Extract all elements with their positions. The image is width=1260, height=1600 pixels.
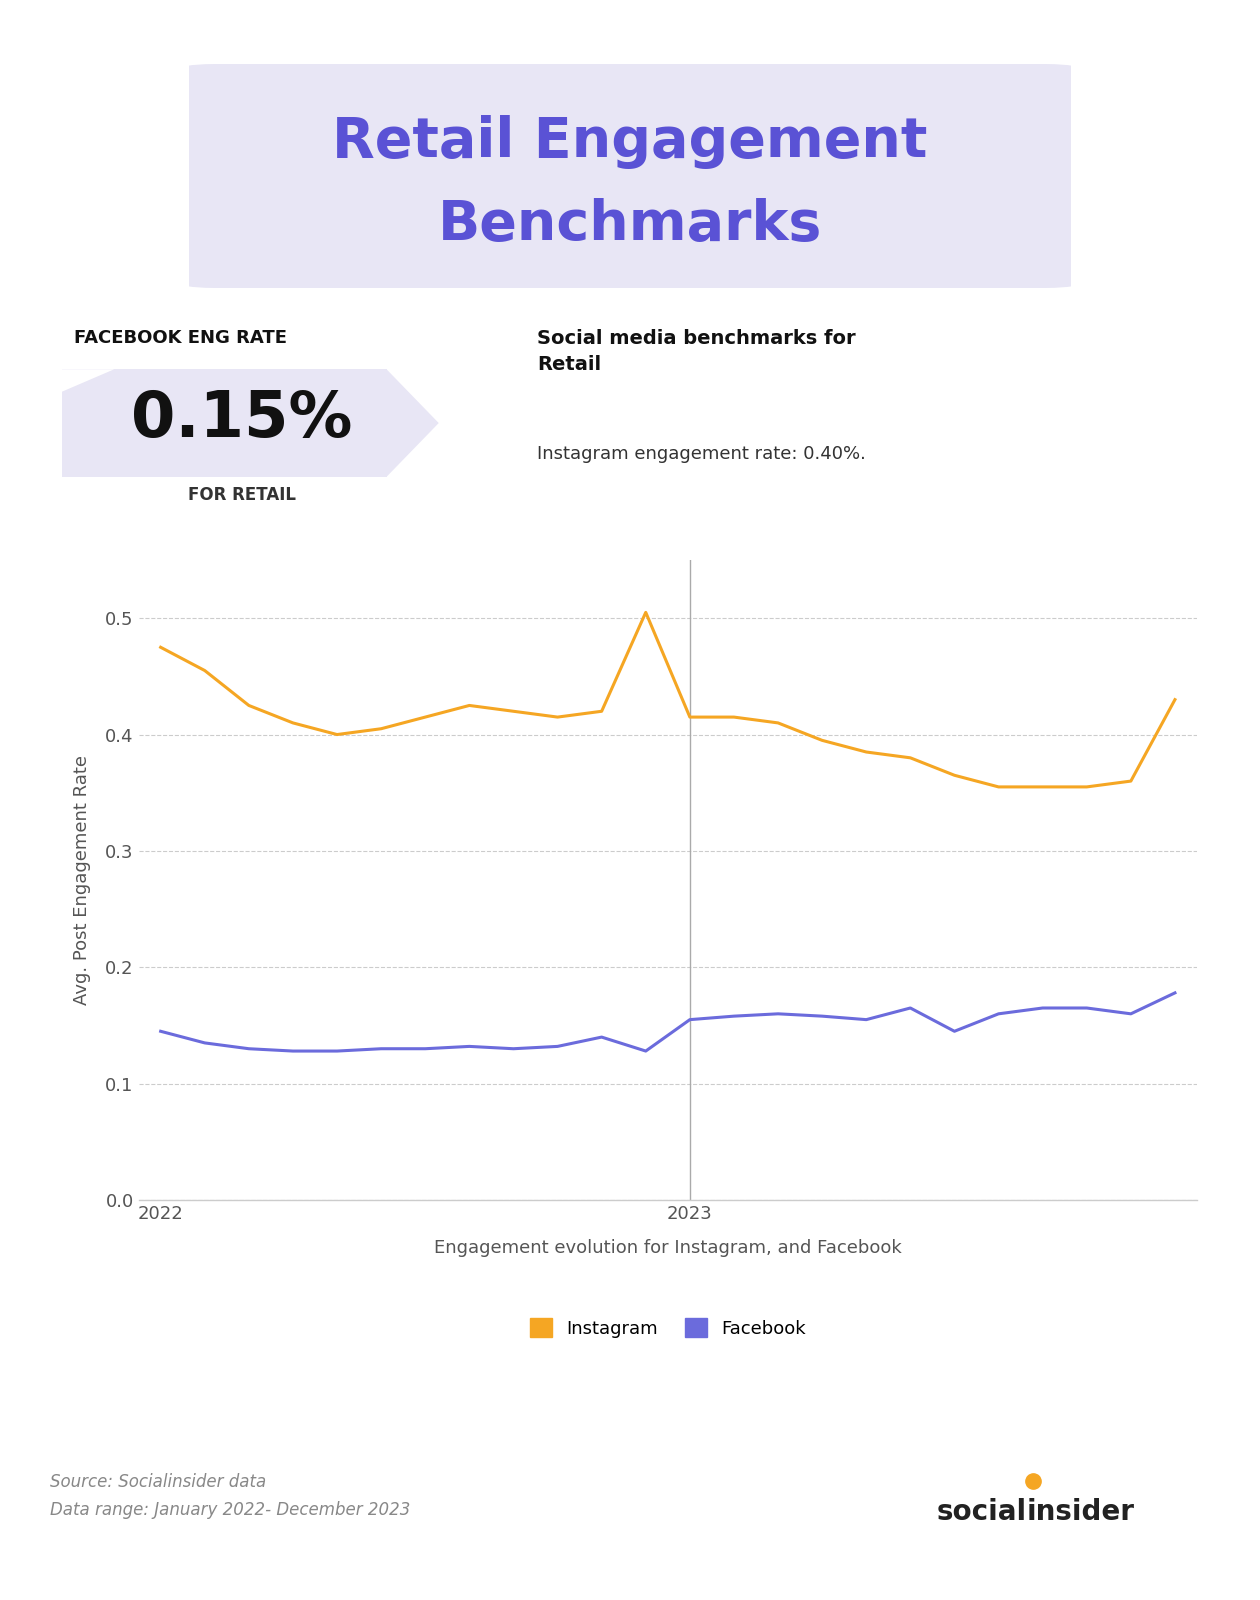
Text: insider: insider — [1027, 1498, 1134, 1526]
Text: social: social — [936, 1498, 1027, 1526]
Text: FACEBOOK ENG RATE: FACEBOOK ENG RATE — [73, 330, 286, 347]
FancyBboxPatch shape — [62, 370, 387, 477]
Text: Social media benchmarks for
Retail: Social media benchmarks for Retail — [537, 330, 856, 374]
Polygon shape — [62, 370, 115, 392]
Text: Benchmarks: Benchmarks — [437, 198, 823, 253]
Y-axis label: Avg. Post Engagement Rate: Avg. Post Engagement Rate — [73, 755, 91, 1005]
Text: Retail Engagement: Retail Engagement — [333, 115, 927, 170]
Text: Instagram engagement rate: 0.40%.: Instagram engagement rate: 0.40%. — [537, 445, 866, 464]
Text: 0.15%: 0.15% — [131, 387, 353, 450]
Text: Engagement evolution for Instagram, and Facebook: Engagement evolution for Instagram, and … — [433, 1238, 902, 1258]
Text: FOR RETAIL: FOR RETAIL — [188, 486, 296, 504]
FancyBboxPatch shape — [171, 64, 1089, 288]
Legend: Instagram, Facebook: Instagram, Facebook — [530, 1318, 805, 1338]
Text: Source: Socialinsider data
Data range: January 2022- December 2023: Source: Socialinsider data Data range: J… — [50, 1472, 411, 1518]
Polygon shape — [387, 370, 438, 477]
